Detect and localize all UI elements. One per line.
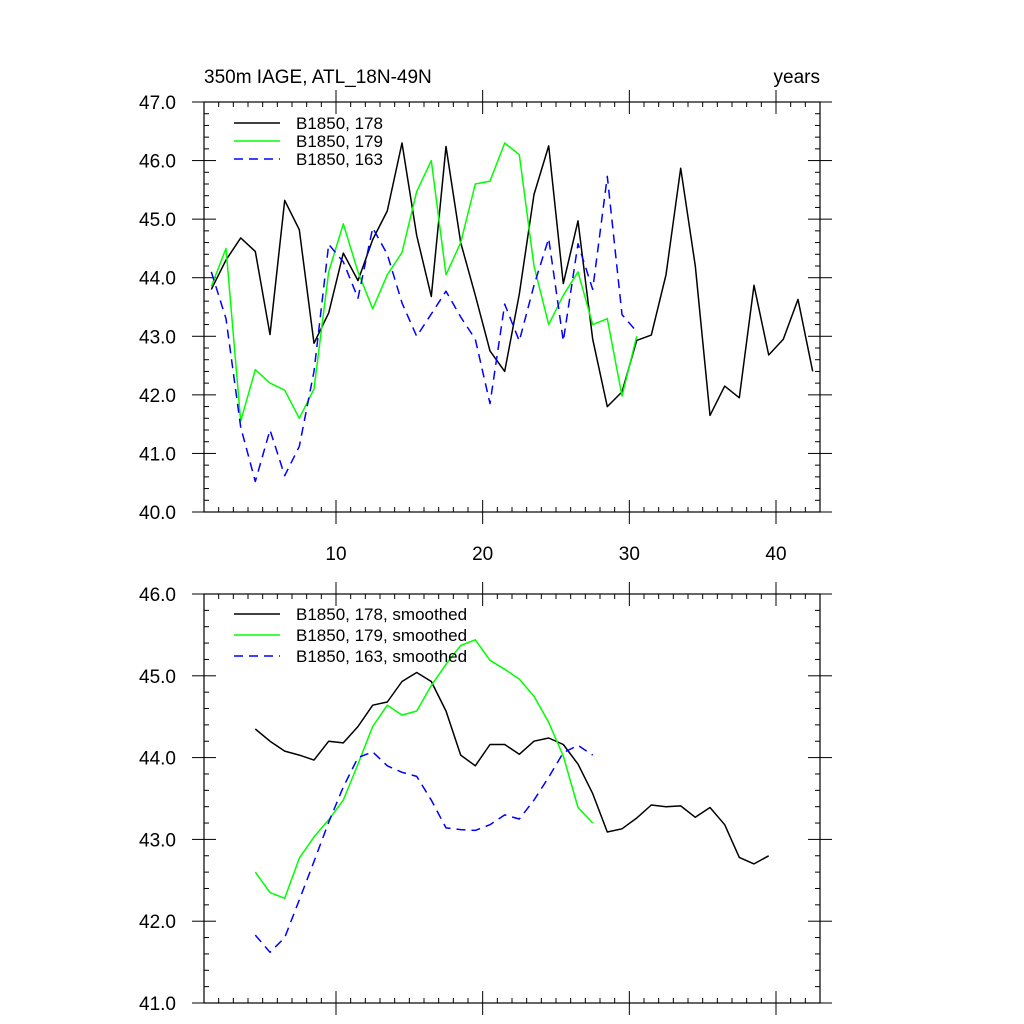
series-line-2 xyxy=(210,142,638,422)
series-line-1 xyxy=(210,142,814,417)
legend-label-1: B1850, 178, smoothed xyxy=(296,605,467,624)
series-line-2 xyxy=(254,639,594,900)
y-tick-label: 46.0 xyxy=(139,152,176,173)
legend-label-2: B1850, 179 xyxy=(296,132,383,151)
y-tick-label: 41.0 xyxy=(139,444,176,465)
legend-label-3: B1850, 163 xyxy=(296,150,383,169)
bottom-panel: 41.0 42.0 43.0 44.0 45.0 46.0 B1850, 178, smoo… xyxy=(139,582,832,1015)
chart-title: 350m IAGE, ATL_18N-49N xyxy=(204,67,432,88)
y-tick-label: 46.0 xyxy=(139,585,176,606)
y-tick-label: 42.0 xyxy=(139,912,176,933)
y-tick-label: 42.0 xyxy=(139,386,176,407)
y-tick-label: 43.0 xyxy=(139,830,176,851)
legend-label-2: B1850, 179, smoothed xyxy=(296,626,467,645)
y-tick-label: 47.0 xyxy=(139,93,176,114)
y-tick-label: 45.0 xyxy=(139,667,176,688)
y-tick-label: 44.0 xyxy=(139,269,176,290)
x-tick-label: 20 xyxy=(472,544,493,565)
y-tick-label: 41.0 xyxy=(139,994,176,1015)
legend-label-1: B1850, 178 xyxy=(296,114,383,133)
top-panel: 10 20 30 40 40.0 41.0 42.0 43.0 44.0 45.0 46.0 47.0… xyxy=(139,90,832,565)
x-tick-label: 40 xyxy=(765,544,786,565)
units-label: years xyxy=(774,67,820,88)
x-tick-label: 30 xyxy=(619,544,640,565)
y-tick-label: 40.0 xyxy=(139,503,176,524)
x-tick-label: 10 xyxy=(325,544,346,565)
series-line-3 xyxy=(210,175,638,483)
y-tick-label: 43.0 xyxy=(139,327,176,348)
series-line-1 xyxy=(254,671,770,865)
y-tick-label: 44.0 xyxy=(139,749,176,770)
legend-label-3: B1850, 163, smoothed xyxy=(296,647,467,666)
series-line-3 xyxy=(254,744,594,954)
y-tick-label: 45.0 xyxy=(139,210,176,231)
